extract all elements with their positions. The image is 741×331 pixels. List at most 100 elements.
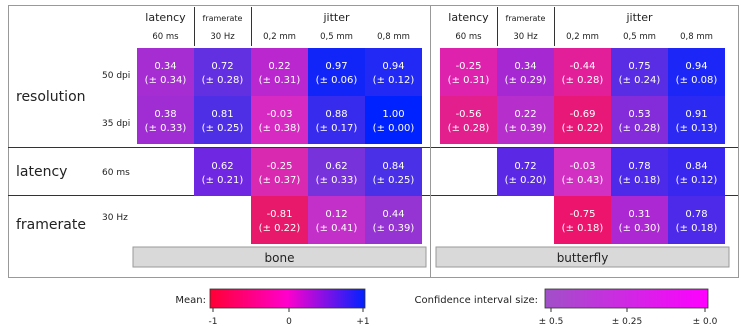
legend-mean-tick: +1 xyxy=(356,317,369,327)
legend-mean-tick: -1 xyxy=(209,317,218,327)
heatmap-cell: 0.44 (± 0.39) xyxy=(365,196,422,244)
heatmap-cell: 0.75 (± 0.24) xyxy=(611,48,668,96)
heatmap-cell: -0.25 (± 0.31) xyxy=(440,48,497,96)
column-level-label: 30 Hz xyxy=(513,32,538,42)
heatmap-cell: 0.34 (± 0.29) xyxy=(497,48,554,96)
heatmap-cell: 0.78 (± 0.18) xyxy=(611,148,668,196)
heatmap-cell: 0.84 (± 0.25) xyxy=(365,148,422,196)
heatmap-cell: 0.62 (± 0.21) xyxy=(194,148,251,196)
cell-ci-label: (± 0.33) xyxy=(316,175,358,186)
heatmap-cell: 0.78 (± 0.18) xyxy=(668,196,725,244)
cell-mean-label: 0.34 xyxy=(154,61,176,72)
cell-mean-label: 0.44 xyxy=(382,209,404,220)
heatmap-cell: 0.72 (± 0.20) xyxy=(497,148,554,196)
cell-mean-label: 0.72 xyxy=(211,61,233,72)
cell-mean-label: -0.44 xyxy=(570,61,596,72)
heatmap-cell: 0.94 (± 0.08) xyxy=(668,48,725,96)
cell-mean-label: 0.75 xyxy=(628,61,650,72)
column-group-label: jitter xyxy=(625,11,653,24)
cell-ci-label: (± 0.31) xyxy=(448,75,490,86)
cell-ci-label: (± 0.08) xyxy=(676,75,718,86)
legend-ci-label: Confidence interval size: xyxy=(415,295,538,306)
cell-mean-label: 0.72 xyxy=(514,161,536,172)
heatmap-cell-fill xyxy=(440,48,497,96)
heatmap-cell-fill xyxy=(365,48,422,96)
heatmap-cell-fill xyxy=(308,148,365,196)
cell-ci-label: (± 0.33) xyxy=(145,123,187,134)
cell-ci-label: (± 0.28) xyxy=(448,123,490,134)
heatmap-cell-fill xyxy=(497,48,554,96)
heatmap-cell: 0.88 (± 0.17) xyxy=(308,96,365,144)
heatmap-cell: 0.31 (± 0.30) xyxy=(611,196,668,244)
cell-ci-label: (± 0.18) xyxy=(562,223,604,234)
heatmap-cell: 0.97 (± 0.06) xyxy=(308,48,365,96)
legend-ci-tick: ± 0.5 xyxy=(539,317,564,327)
heatmap-cell-fill xyxy=(137,48,194,96)
cell-ci-label: (± 0.20) xyxy=(505,175,547,186)
column-level-label: 0,5 mm xyxy=(623,32,656,42)
heatmap-cell: 0.81 (± 0.25) xyxy=(194,96,251,144)
heatmap-cell-fill xyxy=(251,48,308,96)
cell-mean-label: 0.88 xyxy=(325,109,347,120)
cell-mean-label: 0.94 xyxy=(685,61,707,72)
cell-ci-label: (± 0.39) xyxy=(505,123,547,134)
cell-mean-label: -0.56 xyxy=(456,109,482,120)
heatmap-cell-fill xyxy=(251,196,308,244)
heatmap-cell: 0.53 (± 0.28) xyxy=(611,96,668,144)
legend-mean-tick: 0 xyxy=(286,317,292,327)
heatmap-cell: -0.69 (± 0.22) xyxy=(554,96,611,144)
cell-mean-label: 0.81 xyxy=(211,109,233,120)
cell-mean-label: 0.22 xyxy=(268,61,290,72)
cell-mean-label: -0.03 xyxy=(267,109,293,120)
heatmap-cell-fill xyxy=(251,96,308,144)
heatmap-cell: 0.94 (± 0.12) xyxy=(365,48,422,96)
cell-mean-label: 0.91 xyxy=(685,109,707,120)
cell-ci-label: (± 0.24) xyxy=(619,75,661,86)
heatmap-cell-fill xyxy=(365,96,422,144)
panel-butterfly: latency 60 ms framerate 30 Hz jitter 0,2 mm 0,… xyxy=(435,7,730,268)
heatmap-cell: 0.38 (± 0.33) xyxy=(137,96,194,144)
cell-ci-label: (± 0.06) xyxy=(316,75,358,86)
heatmap-cell: -0.56 (± 0.28) xyxy=(440,96,497,144)
cell-ci-label: (± 0.18) xyxy=(676,223,718,234)
cell-mean-label: 0.12 xyxy=(325,209,347,220)
heatmap-cell: 0.91 (± 0.13) xyxy=(668,96,725,144)
heatmap-cell-fill xyxy=(137,96,194,144)
column-level-label: 0,8 mm xyxy=(680,32,713,42)
cell-mean-label: 0.78 xyxy=(685,209,707,220)
heatmap-cell: -0.03 (± 0.38) xyxy=(251,96,308,144)
column-group-label: latency xyxy=(145,11,186,24)
row-level-35dpi: 35 dpi xyxy=(102,119,130,129)
legend-ci-gradient xyxy=(544,288,709,309)
cell-mean-label: 1.00 xyxy=(382,109,404,120)
legend-ci-tick: ± 0.25 xyxy=(612,317,642,327)
heatmap-cell: 0.34 (± 0.34) xyxy=(137,48,194,96)
column-level-label: 30 Hz xyxy=(210,32,235,42)
heatmap-cell-fill xyxy=(611,96,668,144)
heatmap-cell-fill xyxy=(554,196,611,244)
cell-mean-label: 0.84 xyxy=(685,161,707,172)
heatmap-cell: 0.12 (± 0.41) xyxy=(308,196,365,244)
cell-ci-label: (± 0.43) xyxy=(562,175,604,186)
cell-mean-label: 0.84 xyxy=(382,161,404,172)
heatmap-cell-fill xyxy=(611,48,668,96)
panel-name-label: butterfly xyxy=(557,251,609,265)
heatmap-cell-fill xyxy=(440,96,497,144)
heatmap-cell-fill xyxy=(365,148,422,196)
heatmap-cell: 0.72 (± 0.28) xyxy=(194,48,251,96)
heatmap-cell-fill xyxy=(554,48,611,96)
heatmap-cell-fill xyxy=(194,48,251,96)
row-group-label-resolution: resolution xyxy=(16,89,86,105)
heatmap-cell-fill xyxy=(611,196,668,244)
heatmap-cell-fill xyxy=(554,148,611,196)
cell-mean-label: 0.31 xyxy=(628,209,650,220)
heatmap-cell-fill xyxy=(497,96,554,144)
heatmap-cell-fill xyxy=(194,148,251,196)
heatmap-cell-fill xyxy=(668,48,725,96)
panel-name-bar xyxy=(435,246,730,268)
legend-mean-label: Mean: xyxy=(175,295,206,306)
cell-mean-label: 0.38 xyxy=(154,109,176,120)
cell-mean-label: -0.81 xyxy=(267,209,293,220)
column-level-label: 0,2 mm xyxy=(566,32,599,42)
